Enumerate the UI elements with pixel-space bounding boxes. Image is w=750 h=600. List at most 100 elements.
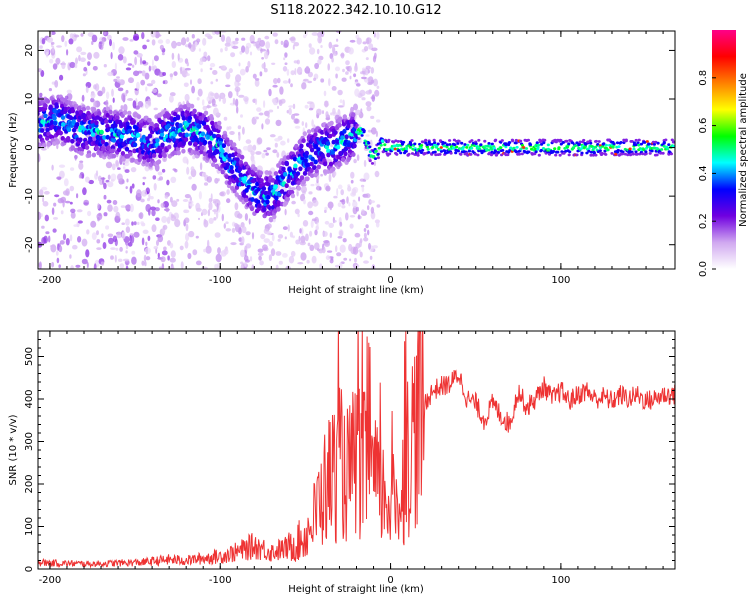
heatmap-cell [594,139,598,143]
heatmap-cell [77,105,83,111]
heatmap-cell [299,240,306,246]
heatmap-cell [124,169,130,174]
heatmap-cell [63,178,69,187]
heatmap-cell [266,194,271,200]
heatmap-cell [127,63,133,66]
heatmap-cell [256,107,262,112]
heatmap-cell [216,112,221,116]
heatmap-cell [52,115,57,121]
heatmap-cell [279,86,284,95]
heatmap-cell [56,45,62,48]
heatmap-cell [377,146,381,150]
heatmap-cell [204,33,211,38]
heatmap-cell [255,151,262,155]
heatmap-cell [272,84,278,88]
heatmap-cell [309,244,315,251]
heatmap-cell [322,231,328,237]
heatmap-cell [186,102,191,108]
heatmap-cell [162,80,166,84]
heatmap-cell [273,78,278,84]
heatmap-cell [213,208,217,215]
heatmap-cell [236,153,242,158]
heatmap-cell [286,68,290,76]
heatmap-cell [453,143,457,147]
heatmap-cell [105,161,113,169]
heatmap-cell [616,148,620,152]
heatmap-cell [108,109,113,115]
heatmap-cell [41,38,46,45]
heatmap-cell [121,157,126,162]
heatmap-cell [160,142,165,148]
heatmap-cell [304,150,309,156]
heatmap-cell [467,149,471,153]
heatmap-cell [127,98,134,101]
heatmap-cell [71,119,76,125]
heatmap-cell [339,99,343,104]
heatmap-cell [363,172,370,181]
heatmap-cell [272,32,278,37]
heatmap-cell [434,153,438,157]
heatmap-cell [284,161,290,167]
heatmap-cell [376,152,380,156]
heatmap-cell [119,263,125,269]
heatmap-cell [69,254,72,259]
heatmap-cell [260,48,267,52]
heatmap-cell [77,220,83,224]
heatmap-cell [203,110,209,116]
heatmap-cell [514,150,518,154]
heatmap-cell [238,94,245,98]
heatmap-cell [207,55,211,62]
heatmap-cell [288,255,295,264]
heatmap-cell [151,39,156,46]
heatmap-cell [151,224,157,233]
heatmap-cell [528,143,533,147]
heatmap-cell [445,145,449,149]
heatmap-cell [614,152,618,156]
heatmap-cell [241,236,245,245]
heatmap-cell [183,137,189,142]
heatmap-cell [339,221,343,227]
heatmap-cell [235,74,242,83]
heatmap-cell [369,139,373,148]
colorbar-tick-label: 0.6 [698,118,709,134]
heatmap-cell [257,252,264,256]
heatmap-cell [347,186,352,192]
heatmap-cell [334,66,341,72]
heatmap-cell [301,138,306,144]
heatmap-cell [141,190,148,197]
heatmap-cell [60,115,66,120]
heatmap-cell [260,233,266,240]
heatmap-cell [492,151,496,155]
heatmap-cell [122,37,129,41]
heatmap-cell [656,141,660,145]
heatmap-cell [517,152,522,156]
heatmap-cell [361,97,366,101]
heatmap-cell [76,193,79,199]
heatmap-cell [309,147,315,153]
heatmap-cell [143,254,147,262]
heatmap-cell [301,82,307,90]
heatmap-cell [66,49,69,56]
heatmap-cell [342,114,347,120]
heatmap-cell [282,226,288,231]
heatmap-cell [116,78,122,83]
heatmap-cell [185,223,189,232]
colorbar-tick-label: 0.2 [698,213,709,229]
heatmap-cell [353,64,358,73]
heatmap-cell [575,141,579,145]
heatmap-cell [399,151,403,155]
heatmap-cell [93,263,97,269]
heatmap-cell [230,52,236,58]
heatmap-cell [479,143,483,147]
heatmap-cell [237,125,242,130]
heatmap-cell [116,76,120,79]
heatmap-cell [51,261,55,268]
heatmap-cell [474,142,478,146]
heatmap-cell [670,138,674,142]
heatmap-cell [148,192,151,199]
heatmap-cell [322,110,324,115]
heatmap-cell [109,39,112,47]
heatmap-cell [515,145,519,149]
heatmap-cell [339,230,343,237]
heatmap-cell [220,250,227,257]
